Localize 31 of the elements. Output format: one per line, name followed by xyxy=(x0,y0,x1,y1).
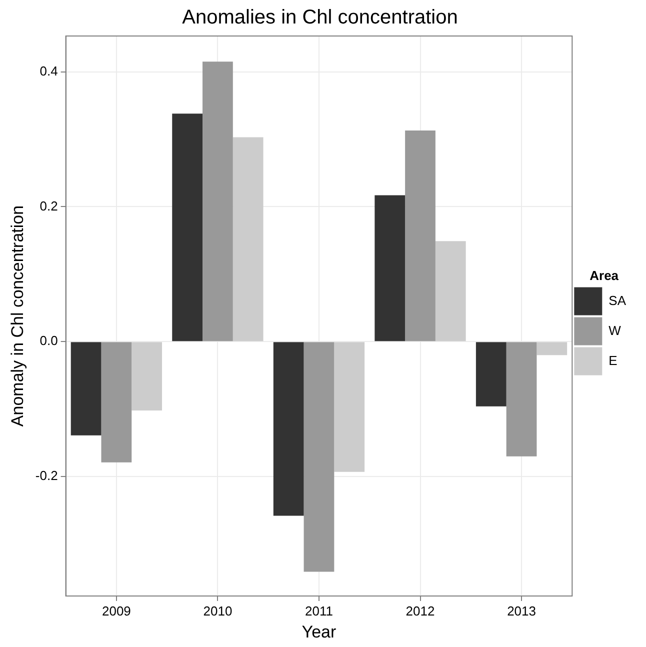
legend-label: SA xyxy=(608,292,626,308)
x-axis-title: Year xyxy=(302,622,336,642)
x-tick-label: 2011 xyxy=(304,603,333,618)
bar xyxy=(506,342,537,456)
bar xyxy=(536,342,568,356)
bar xyxy=(70,342,102,436)
legend-label: E xyxy=(608,352,618,368)
bar xyxy=(202,62,233,342)
x-tick-label: 2012 xyxy=(406,603,435,618)
x-tick-label: 2013 xyxy=(507,603,536,618)
bar xyxy=(101,342,132,462)
bar xyxy=(374,195,406,342)
y-tick-label: 0.4 xyxy=(40,63,58,78)
bar xyxy=(232,137,264,342)
x-tick-label: 2009 xyxy=(102,603,131,618)
x-tick-label: 2010 xyxy=(203,603,232,618)
y-axis-title: Anomaly in Chl concentration xyxy=(8,205,27,427)
bar xyxy=(334,342,365,472)
bar xyxy=(172,114,203,342)
y-tick-label: -0.2 xyxy=(35,468,58,484)
bar xyxy=(304,342,334,572)
chart-title: Anomalies in Chl concentration xyxy=(182,6,458,29)
bar xyxy=(273,342,304,516)
legend-title: Area xyxy=(590,268,620,283)
legend-label: W xyxy=(608,322,622,338)
bar xyxy=(405,130,436,342)
bar xyxy=(435,241,466,342)
y-tick-label: 0.2 xyxy=(40,198,58,214)
bar xyxy=(132,342,162,410)
y-tick-label: 0.0 xyxy=(40,333,58,348)
bar xyxy=(476,342,506,406)
